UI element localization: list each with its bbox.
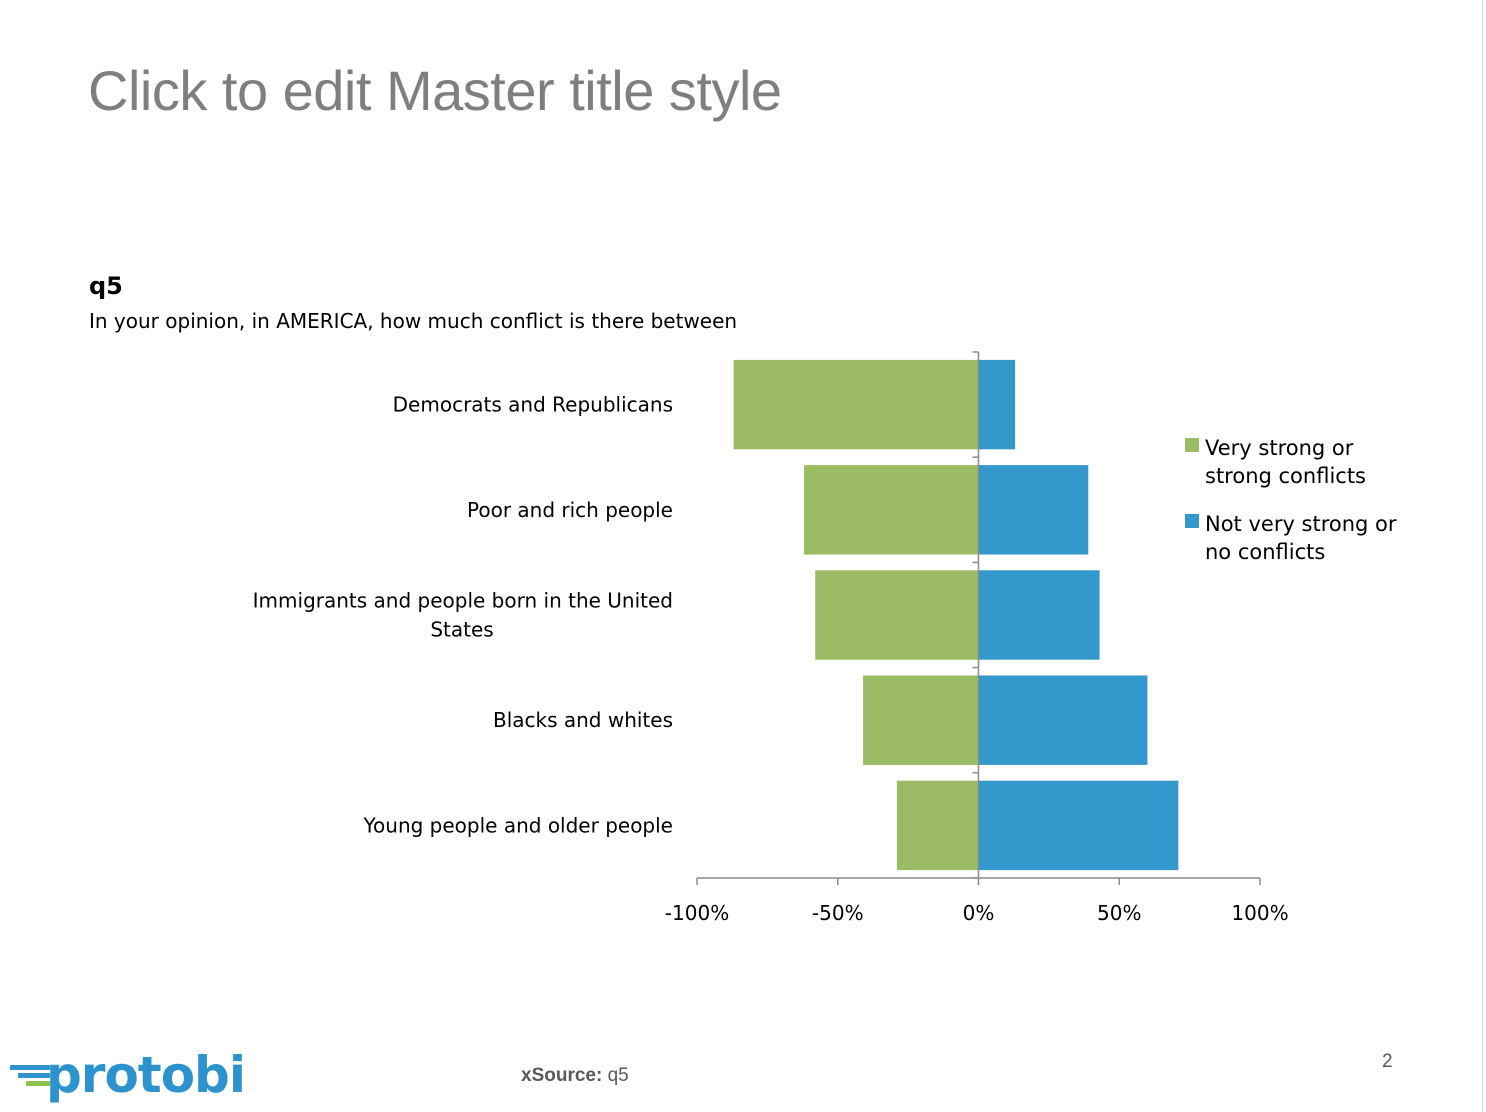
bar-strong-immigrants-and-people-born-in-the-united-states: [815, 570, 979, 660]
bar-not-strong-poor-and-rich-people: [978, 465, 1089, 555]
question-id: q5: [89, 272, 123, 300]
bar-strong-young-people-and-older-people: [896, 780, 979, 871]
value-axis-tick-label: 0%: [963, 901, 995, 925]
protobi-logo: protobi: [4, 1046, 246, 1104]
bar-not-strong-immigrants-and-people-born-in-the-united-states: [978, 570, 1100, 660]
slide-title[interactable]: Click to edit Master title style: [88, 59, 782, 122]
bar-not-strong-young-people-and-older-people: [978, 780, 1179, 871]
source-note: xSource: q5: [521, 1065, 629, 1087]
value-axis-tick-label: 100%: [1231, 901, 1288, 925]
category-label: States: [430, 618, 493, 642]
legend-swatch-green: [1185, 438, 1199, 452]
legend-label-strong-line2: strong conflicts: [1205, 464, 1366, 488]
category-label: Immigrants and people born in the United: [253, 589, 673, 613]
logo-text: protobi: [46, 1046, 246, 1104]
legend-item-strong: Very strong or strong conflicts: [1185, 434, 1425, 490]
chart-legend: Very strong or strong conflicts Not very…: [1185, 434, 1425, 586]
bar-strong-poor-and-rich-people: [803, 465, 979, 555]
value-axis-tick-label: 50%: [1097, 901, 1141, 925]
legend-label-strong-line1: Very strong or: [1205, 436, 1354, 460]
source-label: xSource:: [521, 1065, 603, 1086]
slide-right-border: [1482, 0, 1483, 1112]
source-value: q5: [607, 1065, 629, 1086]
legend-label-not-strong-line2: no conflicts: [1205, 540, 1326, 564]
legend-swatch-blue: [1185, 514, 1199, 528]
bar-strong-democrats-and-republicans: [733, 359, 979, 450]
legend-item-not-strong: Not very strong or no conflicts: [1185, 510, 1425, 566]
category-label: Blacks and whites: [493, 708, 673, 732]
value-axis-tick-label: -50%: [812, 901, 864, 925]
category-label: Democrats and Republicans: [393, 393, 673, 417]
category-label: Young people and older people: [362, 813, 673, 837]
bar-not-strong-blacks-and-whites: [978, 675, 1148, 765]
category-label: Poor and rich people: [467, 498, 673, 522]
bar-not-strong-democrats-and-republicans: [978, 359, 1016, 450]
page-number: 2: [1382, 1051, 1393, 1072]
legend-label-not-strong-line1: Not very strong or: [1205, 512, 1397, 536]
question-text: In your opinion, in AMERICA, how much co…: [89, 309, 738, 333]
logo-lines-icon: [4, 1055, 52, 1095]
bar-strong-blacks-and-whites: [863, 675, 979, 765]
value-axis-tick-label: -100%: [665, 901, 729, 925]
